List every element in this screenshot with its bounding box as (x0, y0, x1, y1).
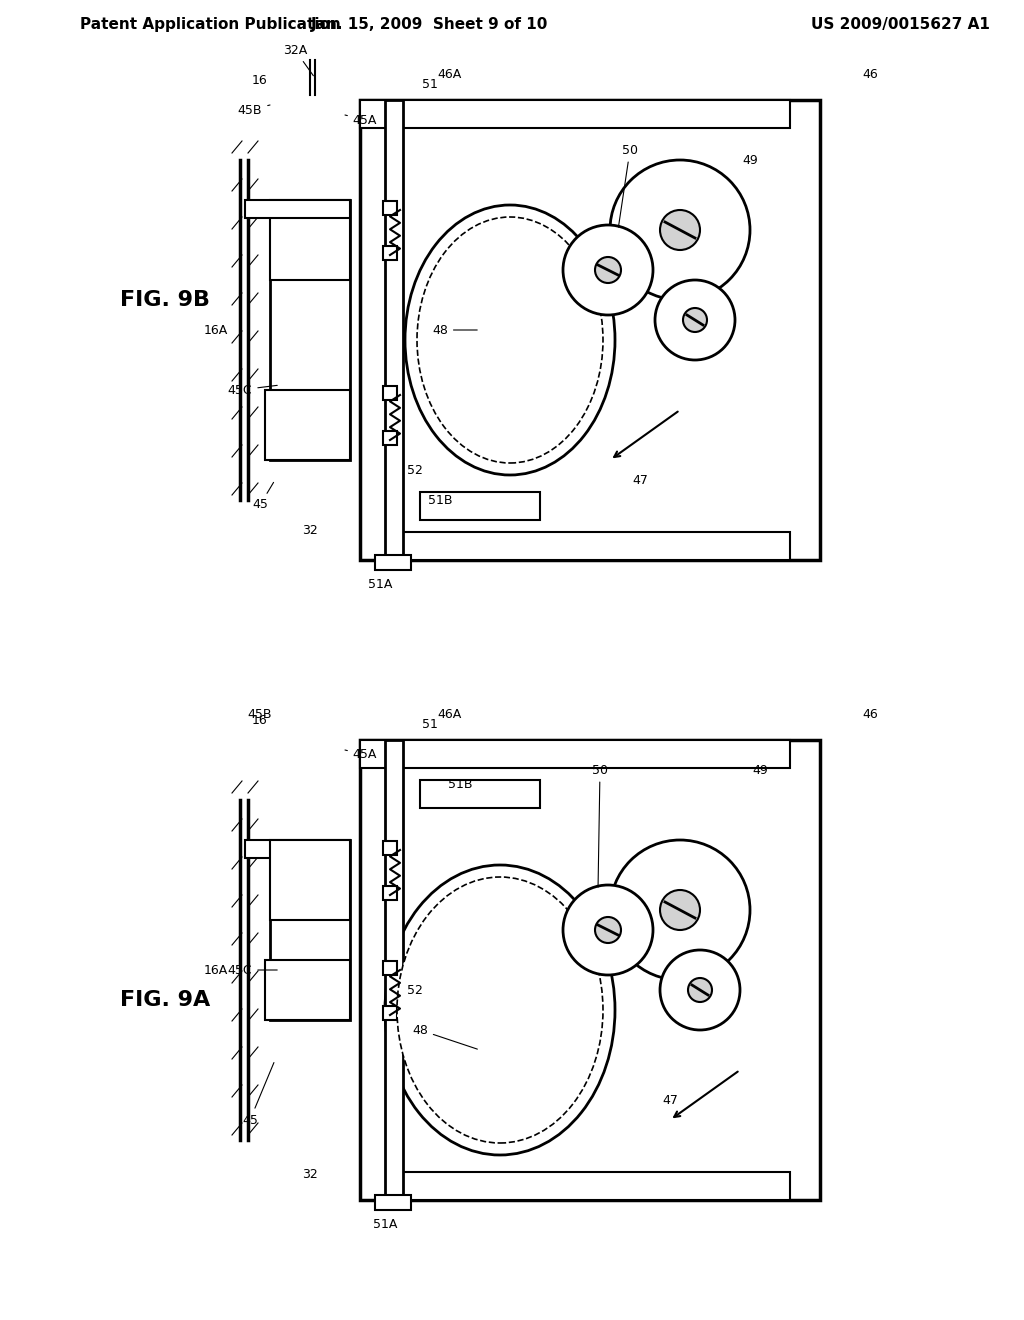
Text: 45B: 45B (248, 709, 272, 722)
Text: 16: 16 (252, 714, 268, 726)
Text: 51: 51 (422, 78, 438, 91)
Text: 50: 50 (592, 763, 608, 887)
Text: 45C: 45C (227, 384, 278, 396)
Text: 52: 52 (408, 983, 423, 997)
Bar (420, 492, 540, 520)
Circle shape (688, 978, 712, 1002)
Text: 32A: 32A (283, 44, 313, 75)
Text: 50: 50 (618, 144, 638, 227)
Bar (375, 554, 411, 570)
Bar (383, 432, 397, 445)
Text: 48: 48 (412, 1023, 477, 1049)
Bar (245, 201, 350, 218)
Circle shape (660, 890, 700, 931)
Bar (385, 100, 403, 560)
Bar (270, 201, 350, 280)
Bar (360, 741, 790, 768)
Bar (360, 741, 820, 1200)
Circle shape (595, 917, 621, 942)
Text: 46A: 46A (438, 709, 462, 722)
Circle shape (610, 160, 750, 300)
Circle shape (660, 950, 740, 1030)
Circle shape (563, 224, 653, 315)
Ellipse shape (406, 205, 615, 475)
Text: 49: 49 (742, 153, 758, 166)
Bar (383, 385, 397, 400)
Circle shape (683, 308, 707, 333)
Text: Jan. 15, 2009  Sheet 9 of 10: Jan. 15, 2009 Sheet 9 of 10 (311, 17, 549, 33)
Text: 48: 48 (432, 323, 477, 337)
Text: 45: 45 (242, 1063, 274, 1126)
Bar (360, 100, 790, 128)
Text: 45C: 45C (227, 964, 278, 977)
Circle shape (595, 257, 621, 282)
Text: 52: 52 (408, 463, 423, 477)
Bar (265, 389, 350, 459)
Bar (360, 100, 820, 560)
Ellipse shape (417, 216, 603, 463)
Text: 47: 47 (632, 474, 648, 487)
Bar (383, 961, 397, 975)
Text: FIG. 9B: FIG. 9B (120, 290, 210, 310)
Bar (383, 841, 397, 855)
Text: 49: 49 (752, 763, 768, 776)
Text: 51B: 51B (447, 779, 472, 792)
Bar (375, 1195, 411, 1210)
Text: 51A: 51A (373, 1218, 397, 1232)
Text: 46: 46 (862, 709, 878, 722)
Text: 51B: 51B (428, 494, 453, 507)
Bar (390, 532, 790, 560)
Bar (390, 1172, 790, 1200)
Text: 32: 32 (302, 1168, 317, 1181)
Text: 45A: 45A (345, 114, 377, 127)
Bar (270, 201, 350, 459)
Bar (420, 780, 540, 808)
Text: Patent Application Publication: Patent Application Publication (80, 17, 341, 33)
Bar (383, 1006, 397, 1020)
Text: FIG. 9A: FIG. 9A (120, 990, 210, 1010)
Text: 16A: 16A (204, 964, 228, 977)
Bar (265, 960, 350, 1020)
Ellipse shape (385, 865, 615, 1155)
Bar (270, 840, 350, 920)
Text: 16A: 16A (204, 323, 228, 337)
Text: 47: 47 (663, 1093, 678, 1106)
Bar (383, 246, 397, 260)
Circle shape (563, 884, 653, 975)
Text: 45: 45 (252, 482, 273, 511)
Text: 46A: 46A (438, 69, 462, 82)
Text: 16: 16 (252, 74, 268, 87)
Bar (270, 840, 350, 1020)
Bar (383, 201, 397, 215)
Bar (245, 840, 350, 858)
Text: 45A: 45A (345, 748, 377, 762)
Ellipse shape (397, 876, 603, 1143)
Circle shape (660, 210, 700, 249)
Text: 51A: 51A (368, 578, 392, 591)
Bar (383, 886, 397, 900)
Text: 51: 51 (422, 718, 438, 731)
Bar (385, 741, 403, 1200)
Text: US 2009/0015627 A1: US 2009/0015627 A1 (811, 17, 989, 33)
Circle shape (610, 840, 750, 979)
Text: 32: 32 (302, 524, 317, 536)
Text: 45B: 45B (238, 103, 270, 116)
Circle shape (655, 280, 735, 360)
Text: 46: 46 (862, 69, 878, 82)
